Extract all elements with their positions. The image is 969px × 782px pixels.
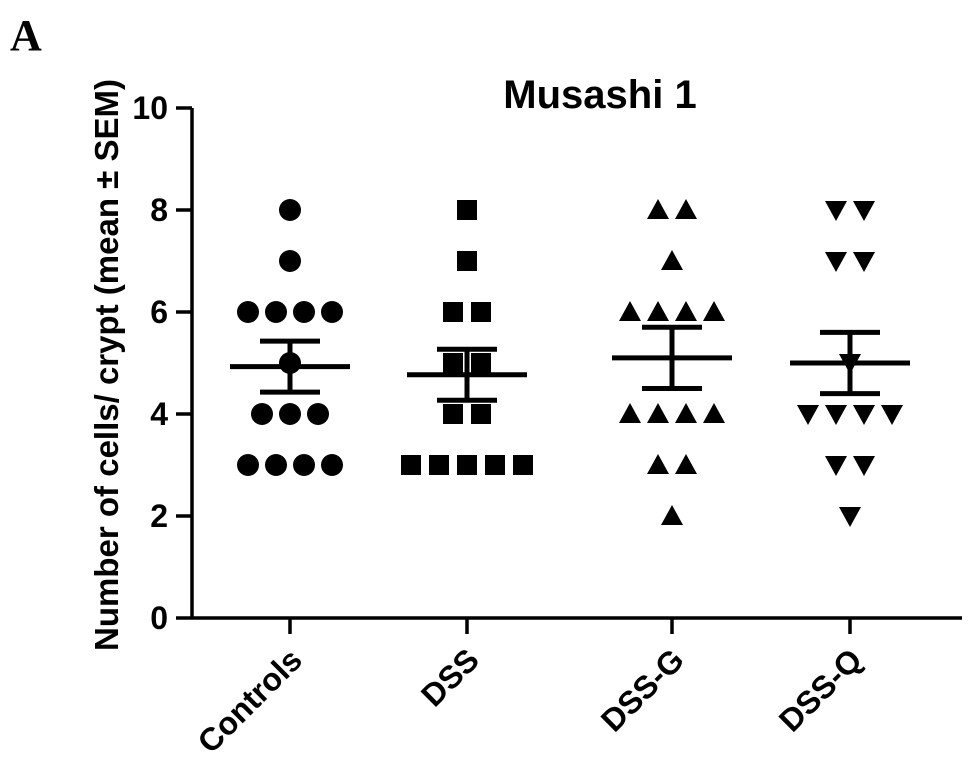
x-tick-label: DSS-G <box>594 641 691 738</box>
axes: 0 2 4 6 8 10 Controls DSS DSS-G DSS-Q <box>132 90 962 760</box>
data-point-triangle-up <box>661 250 683 270</box>
data-point-square <box>485 455 505 475</box>
data-point-triangle-down <box>839 507 861 527</box>
data-point-triangle-up <box>703 301 725 321</box>
data-point-triangle-up <box>619 301 641 321</box>
data-point-triangle-down <box>825 405 847 425</box>
data-point-square <box>471 404 491 424</box>
data-point-square <box>429 455 449 475</box>
data-point-triangle-down <box>853 201 875 221</box>
data-point-circle <box>279 403 301 425</box>
data-point-circle <box>265 301 287 323</box>
data-point-circle <box>293 454 315 476</box>
chart-title: Musashi 1 <box>503 73 696 117</box>
data-point-triangle-up <box>647 199 669 219</box>
data-point-triangle-up <box>703 403 725 423</box>
data-point-triangle-down <box>853 456 875 476</box>
y-tick-label: 2 <box>150 498 168 534</box>
panel-label: A <box>10 11 42 60</box>
data-point-triangle-up <box>675 454 697 474</box>
data-point-square <box>443 302 463 322</box>
data-point-triangle-up <box>661 505 683 525</box>
data-point-square <box>457 455 477 475</box>
data-point-square <box>401 455 421 475</box>
mean-sem-bars <box>230 324 910 403</box>
x-tick-label: DSS-Q <box>772 641 869 738</box>
data-point-square <box>457 251 477 271</box>
data-point-triangle-up <box>647 403 669 423</box>
data-point-triangle-down <box>853 405 875 425</box>
data-point-triangle-up <box>619 403 641 423</box>
data-point-triangle-down <box>853 252 875 272</box>
y-tick-label: 6 <box>150 294 168 330</box>
data-point-triangle-up <box>647 301 669 321</box>
data-point-square <box>471 302 491 322</box>
x-tick-label: Controls <box>190 641 308 759</box>
data-point-circle <box>279 199 301 221</box>
data-point-circle <box>307 403 329 425</box>
data-point-triangle-up <box>675 403 697 423</box>
data-point-square <box>443 404 463 424</box>
y-axis-label: Number of cells/ crypt (mean ± SEM) <box>88 79 125 651</box>
data-point-circle <box>251 403 273 425</box>
data-point-circle <box>237 301 259 323</box>
data-point-triangle-up <box>675 199 697 219</box>
data-points <box>237 199 903 527</box>
data-point-square <box>457 200 477 220</box>
data-point-circle <box>321 454 343 476</box>
data-point-triangle-down <box>825 456 847 476</box>
data-point-square <box>513 455 533 475</box>
data-point-triangle-up <box>675 301 697 321</box>
y-tick-label: 0 <box>150 600 168 636</box>
y-tick-label: 10 <box>132 90 168 126</box>
data-point-triangle-down <box>881 405 903 425</box>
y-tick-label: 4 <box>150 396 168 432</box>
y-tick-label: 8 <box>150 192 168 228</box>
data-point-circle <box>237 454 259 476</box>
data-point-triangle-up <box>647 454 669 474</box>
data-point-square <box>471 353 491 373</box>
data-point-triangle-down <box>797 405 819 425</box>
data-point-circle <box>279 250 301 272</box>
data-point-circle <box>265 454 287 476</box>
data-point-triangle-down <box>825 252 847 272</box>
data-point-circle <box>293 301 315 323</box>
data-point-circle <box>321 301 343 323</box>
data-point-triangle-down <box>825 201 847 221</box>
data-point-square <box>443 353 463 373</box>
x-tick-label: DSS <box>414 641 486 713</box>
